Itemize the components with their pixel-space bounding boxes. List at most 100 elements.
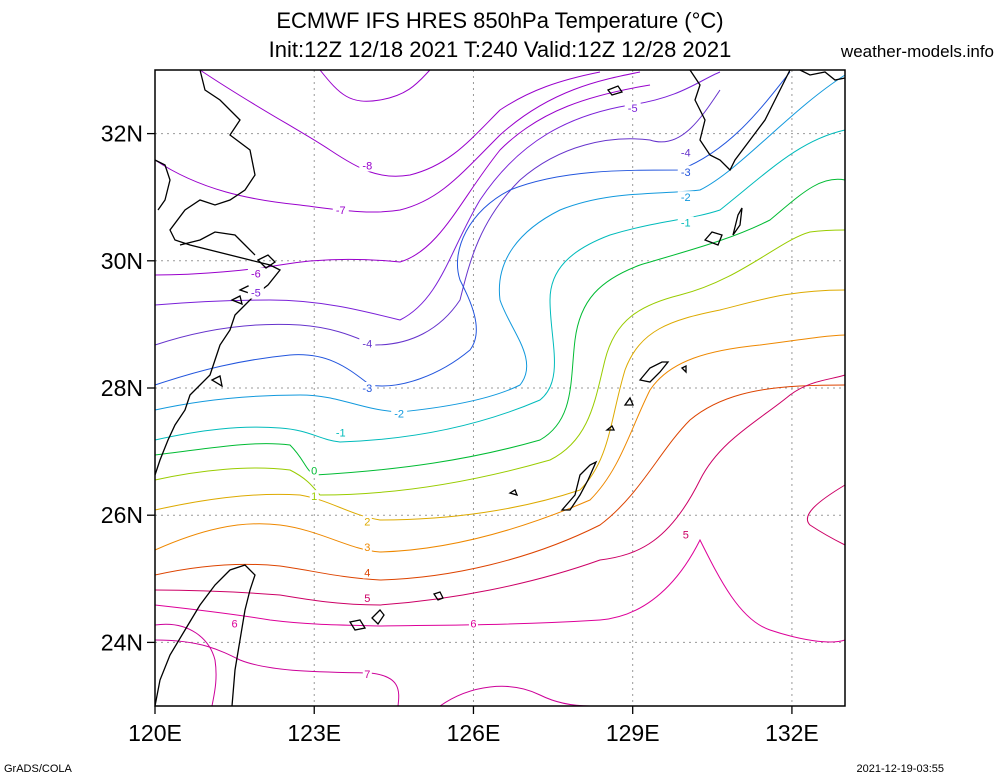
lat-lon-grid — [155, 70, 845, 706]
contour-line-five-b — [807, 484, 846, 546]
contour-label: 4 — [364, 567, 370, 579]
island-tokunoshima — [623, 396, 634, 406]
coastline-yangtze — [179, 231, 256, 256]
contour-label-bg — [247, 286, 264, 299]
contour-line-minus7 — [154, 71, 641, 213]
contour-line-three — [154, 334, 846, 553]
contour-label: 5 — [364, 593, 370, 605]
contour-line-seven-c — [154, 623, 217, 707]
contour-label: -8 — [362, 160, 372, 172]
island-zhoushan — [256, 254, 277, 269]
contour-line-minus8-b — [319, 69, 431, 102]
contour-label: 6 — [232, 618, 238, 630]
contour-label: -4 — [681, 148, 691, 160]
contour-label: -7 — [336, 205, 346, 217]
island-okinoerabu — [605, 424, 616, 431]
contour-label: 6 — [470, 618, 476, 630]
site-credit: weather-models.info — [840, 42, 994, 61]
contour-line-seven — [154, 639, 400, 707]
contour-label: -2 — [681, 192, 691, 204]
contour-line-zero — [154, 178, 846, 476]
axis-labels: 120E 123E 126E 129E 132E 24N 26N 28N 30N 32N — [101, 121, 819, 746]
coastline-taiwan — [154, 564, 256, 707]
coastline-china — [154, 69, 282, 476]
contour-label: -1 — [336, 428, 346, 440]
contour-label-bg — [332, 203, 349, 216]
contour-label-bg — [359, 159, 376, 172]
chart-subtitle: Init:12Z 12/18 2021 T:240 Valid:12Z 12/2… — [268, 37, 732, 62]
contour-label: -6 — [251, 269, 261, 281]
contour-label-bg — [677, 191, 694, 204]
contour-label-bg — [309, 464, 319, 477]
contour-label: -2 — [394, 408, 404, 420]
lon-tick-label: 132E — [765, 720, 819, 746]
contour-label-bg — [677, 216, 694, 229]
island-small-3 — [210, 375, 223, 388]
contour-label: 2 — [364, 517, 370, 529]
contour-label: 3 — [364, 542, 370, 554]
coastlines — [154, 69, 846, 707]
contour-label: -5 — [251, 288, 261, 300]
contour-line-minus4 — [154, 89, 721, 346]
contour-line-six — [154, 538, 846, 643]
lat-tick-label: 32N — [101, 121, 143, 147]
coastline-china-b — [154, 159, 171, 211]
contour-line-minus8 — [199, 69, 601, 177]
coastline-kyushu — [689, 69, 791, 172]
chart-title: ECMWF IFS HRES 850hPa Temperature (°C) — [276, 8, 724, 33]
contour-line-minus6 — [154, 84, 651, 276]
island-ishigaki — [348, 619, 367, 631]
lon-tick-label: 126E — [447, 720, 501, 746]
contour-label-bg — [362, 668, 372, 681]
lon-tick-label: 123E — [287, 720, 341, 746]
island-korea-jeju — [606, 85, 624, 96]
contour-label-bg — [362, 515, 372, 528]
contour-label-bg — [362, 566, 372, 579]
contour-label: -1 — [681, 218, 691, 230]
contour-label: -5 — [628, 103, 638, 115]
axis-ticks — [147, 132, 793, 714]
contour-label-bg — [391, 407, 408, 420]
contour-label-bg — [309, 490, 319, 503]
contour-labels: -8 -7 -6 -5 -4 -3 -2 -1 0 1 2 3 4 5 6 6 7 5 -5 -4 -3 -2 -1 — [230, 102, 694, 681]
contour-label: 5 — [683, 529, 689, 541]
contour-line-minus1 — [154, 129, 846, 443]
lon-tick-label: 129E — [606, 720, 660, 746]
contour-label-bg — [624, 102, 641, 115]
contour-label-bg — [468, 617, 478, 630]
contour-label: -3 — [681, 167, 691, 179]
software-credit: GrADS/COLA — [4, 763, 72, 775]
island-tanegashima — [732, 207, 743, 236]
contour-line-minus3 — [154, 71, 791, 387]
contour-line-four — [154, 384, 846, 581]
contour-label-bg — [362, 591, 372, 604]
contour-label-bg — [677, 165, 694, 178]
contour-label-bg — [681, 528, 691, 541]
contour-label-bg — [230, 617, 240, 630]
contour-label-bg — [362, 541, 372, 553]
contour-label: -4 — [362, 338, 372, 350]
contour-label-bg — [332, 426, 349, 439]
contour-line-one — [154, 229, 846, 496]
contour-line-seven-b — [439, 685, 591, 707]
lat-tick-label: 28N — [101, 375, 143, 401]
contour-line-minus2 — [154, 74, 846, 413]
contour-label-bg — [359, 337, 376, 350]
island-kumejima — [508, 489, 519, 496]
contour-label-bg — [247, 267, 264, 280]
lat-tick-label: 30N — [101, 248, 143, 274]
island-amami — [638, 361, 670, 383]
contour-label: 0 — [311, 466, 317, 478]
lat-tick-label: 24N — [101, 629, 143, 655]
island-yakushima — [703, 231, 723, 246]
island-iriomote — [371, 609, 385, 626]
contour-label: -3 — [362, 383, 372, 395]
island-okinawa — [560, 460, 598, 511]
contour-line-two — [154, 289, 846, 521]
lat-tick-label: 26N — [101, 502, 143, 528]
island-small-2 — [230, 295, 243, 306]
contour-label-bg — [677, 146, 694, 159]
contour-line-five — [154, 374, 846, 606]
island-small-4 — [680, 364, 687, 374]
island-miyako — [432, 591, 444, 601]
